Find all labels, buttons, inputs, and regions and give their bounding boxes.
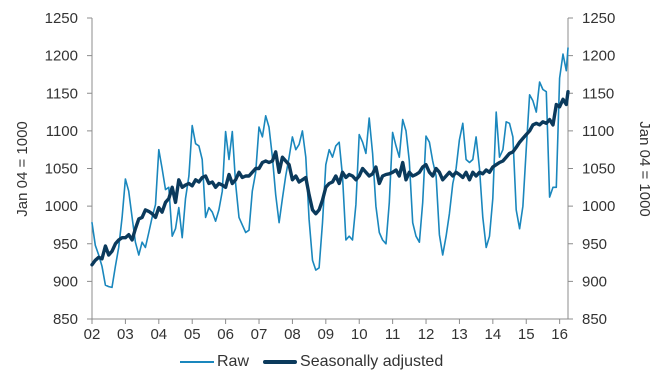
y-tick-label-left: 1100 [46, 123, 78, 140]
y-tick-label-left: 1000 [45, 198, 78, 215]
legend-item-raw: Raw [180, 353, 249, 371]
x-tick-label: 03 [117, 326, 134, 343]
y-tick-label-right: 1200 [582, 48, 615, 65]
y-tick-label-left: 1050 [45, 161, 78, 178]
x-tick-label: 16 [551, 326, 568, 343]
y-axis-title-right: Jan 04 = 1000 [636, 121, 653, 217]
y-tick-label-left: 900 [53, 273, 78, 290]
axis-ticks: 850 850 900 900 950 950 1000 1000 1050 1050 1100 11… [45, 10, 616, 343]
x-tick-label: 14 [484, 326, 501, 343]
x-tick-label: 04 [150, 326, 167, 343]
y-tick-label-left: 1150 [46, 85, 78, 102]
y-tick-label-left: 1250 [45, 10, 78, 27]
legend-swatch-seasonally-adjusted [263, 360, 298, 364]
y-tick-label-right: 1100 [582, 123, 614, 140]
x-tick-label: 10 [351, 326, 368, 343]
y-tick-label-right: 850 [582, 311, 607, 328]
x-tick-label: 08 [284, 326, 301, 343]
y-tick-label-left: 950 [53, 236, 78, 253]
y-axis-title-left: Jan 04 = 1000 [14, 121, 31, 217]
x-tick-label: 06 [217, 326, 234, 343]
x-tick-label: 15 [518, 326, 535, 343]
legend-swatch-raw [180, 361, 214, 363]
y-tick-label-right: 1250 [582, 10, 615, 27]
x-tick-label: 09 [317, 326, 334, 343]
series-line-raw [91, 47, 569, 289]
plot-area: 850 850 900 900 950 950 1000 1000 1050 1050 1100 11… [45, 10, 616, 343]
legend-label-raw: Raw [217, 353, 250, 370]
x-tick-label: 11 [385, 326, 401, 343]
legend: Raw Seasonally adjusted [180, 352, 457, 372]
series-lines [90, 47, 570, 289]
y-tick-label-right: 1000 [582, 198, 615, 215]
y-tick-label-right: 950 [582, 236, 607, 253]
x-tick-label: 07 [251, 326, 268, 343]
y-tick-label-left: 850 [53, 311, 78, 328]
x-tick-label: 05 [184, 326, 201, 343]
legend-item-seasonally-adjusted: Seasonally adjusted [263, 353, 443, 371]
series-line-seasonally-adjusted [90, 90, 570, 267]
x-tick-label: 12 [418, 326, 435, 343]
x-tick-label: 13 [451, 326, 468, 343]
x-tick-label: 02 [84, 326, 101, 343]
y-tick-label-left: 1200 [45, 48, 78, 65]
legend-label-seasonally-adjusted: Seasonally adjusted [300, 353, 444, 370]
y-tick-label-right: 1050 [582, 161, 615, 178]
y-tick-label-right: 1150 [582, 85, 614, 102]
y-tick-label-right: 900 [582, 273, 607, 290]
